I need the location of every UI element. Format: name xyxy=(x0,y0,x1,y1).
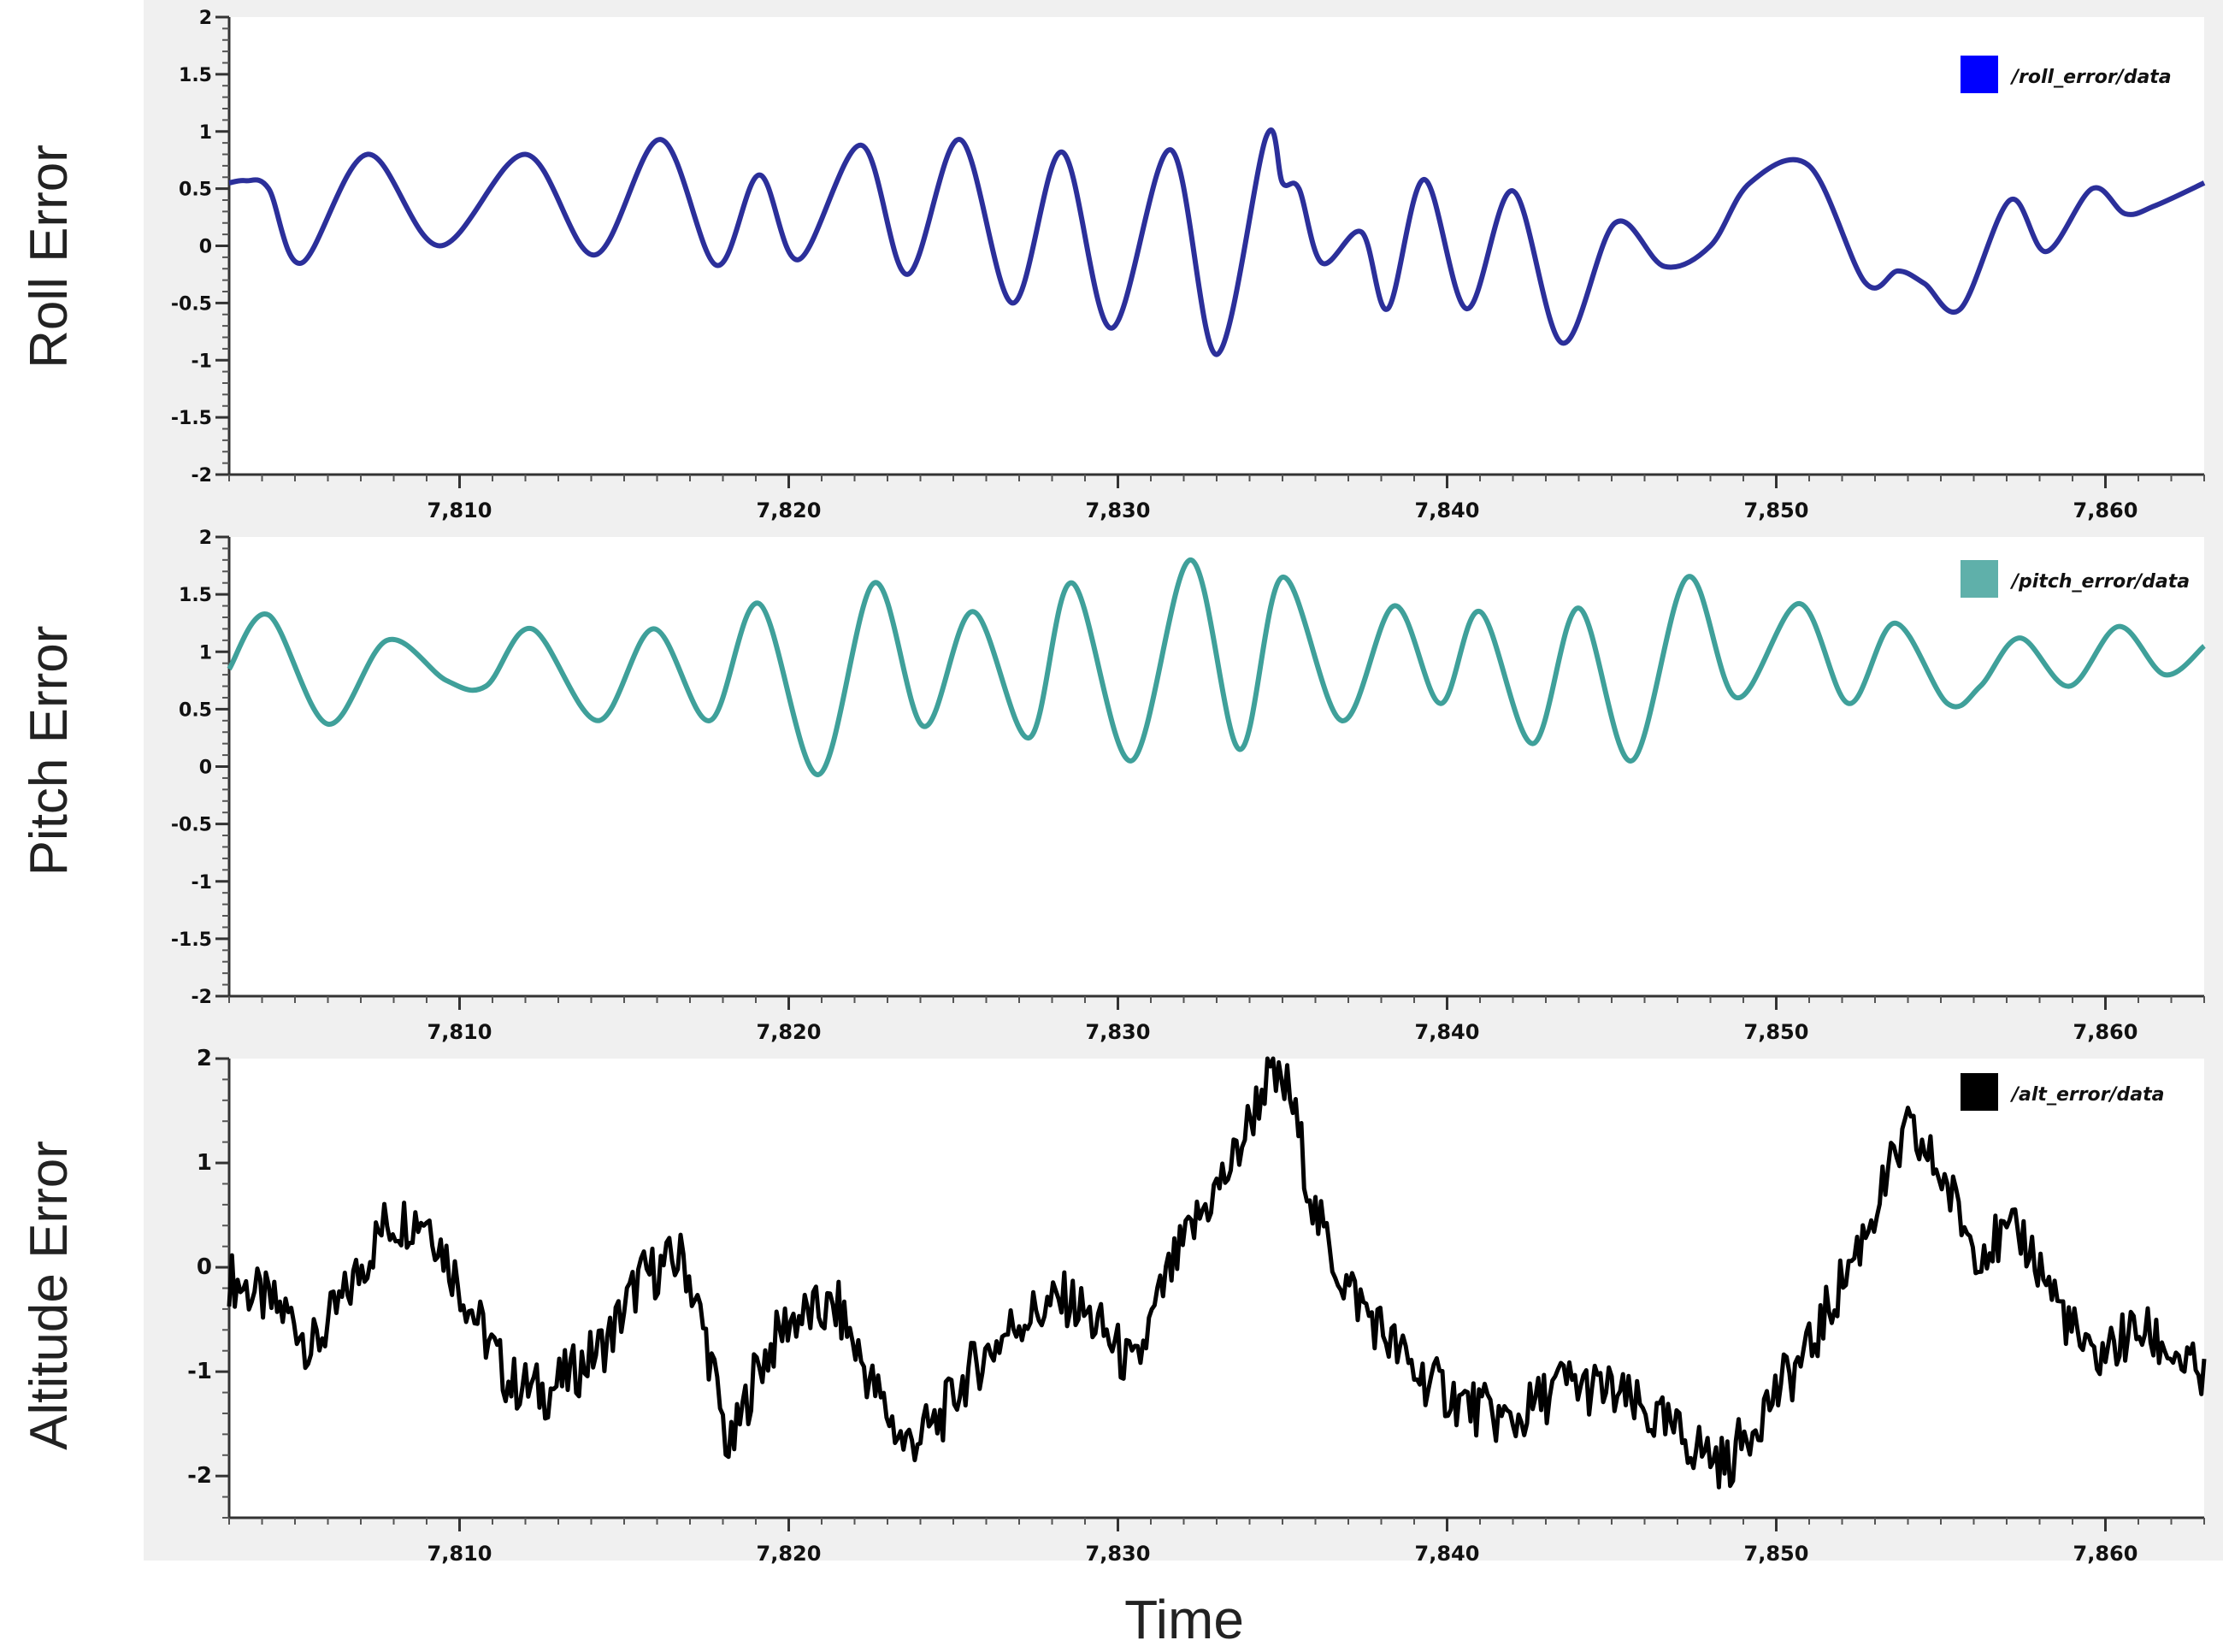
y-tick-label: 1.5 xyxy=(179,585,212,606)
x-tick-label: 7,840 xyxy=(1415,1542,1480,1566)
x-tick-label: 7,810 xyxy=(428,1020,492,1044)
y-tick-label: 2 xyxy=(197,1046,212,1071)
y-tick-label: -0.5 xyxy=(171,293,212,315)
y-tick-label: -0.5 xyxy=(171,815,212,836)
y-axis-label: Pitch Error xyxy=(20,626,79,876)
x-tick-label: 7,830 xyxy=(1086,499,1151,522)
x-tick-label: 7,840 xyxy=(1415,1020,1480,1044)
legend-label: /roll_error/data xyxy=(2009,67,2172,88)
y-axis-label: Altitude Error xyxy=(20,1141,79,1450)
y-tick-label: 0 xyxy=(199,237,212,258)
legend-swatch xyxy=(1961,560,1998,598)
x-tick-label: 7,830 xyxy=(1086,1542,1151,1566)
chart-panel-2: -2 -1.5 -1 -0.5 0 0.5 1 1.5 2 7,810 7,820 7,830 7,84… xyxy=(20,528,2206,1044)
y-tick-label: -1 xyxy=(192,872,212,894)
y-tick-label: 1.5 xyxy=(179,65,212,86)
y-tick-label: -2 xyxy=(192,987,212,1008)
y-tick-label: -1 xyxy=(187,1359,212,1384)
legend-label: /pitch_error/data xyxy=(2009,571,2190,593)
y-tick-label: 1 xyxy=(197,1150,212,1176)
y-tick-label: -2 xyxy=(192,465,212,487)
y-tick-label: 0.5 xyxy=(179,699,212,721)
x-tick-label: 7,840 xyxy=(1415,499,1480,522)
legend-label: /alt_error/data xyxy=(2009,1084,2165,1106)
chart-panel-3: -2 -1 0 1 2 7,810 7,820 7,830 7,840 7,850 7,860 Alt… xyxy=(20,1046,2207,1566)
x-tick-label: 7,820 xyxy=(757,1020,822,1044)
y-tick-label: -1.5 xyxy=(171,929,212,951)
x-tick-label: 7,850 xyxy=(1744,1542,1809,1566)
x-tick-label: 7,820 xyxy=(757,499,822,522)
series-line xyxy=(227,557,2206,777)
legend-swatch xyxy=(1961,56,1998,93)
y-tick-label: -1.5 xyxy=(171,408,212,429)
x-tick-label: 7,830 xyxy=(1086,1020,1151,1044)
legend-swatch xyxy=(1961,1073,1998,1111)
plot-area xyxy=(229,17,2204,475)
x-tick-label: 7,860 xyxy=(2073,1020,2138,1044)
x-tick-label: 7,810 xyxy=(428,1542,492,1566)
y-tick-label: 1 xyxy=(199,122,212,144)
y-tick-label: 0 xyxy=(197,1254,212,1280)
y-tick-label: -2 xyxy=(187,1463,212,1489)
chart-panel-1: -2 -1.5 -1 -0.5 0 0.5 1 1.5 2 7,810 7,820 7,830 7,84… xyxy=(20,8,2206,522)
y-tick-label: -1 xyxy=(192,351,212,372)
series-line xyxy=(227,1056,2207,1490)
y-tick-label: 1 xyxy=(199,642,212,664)
x-axis-label: Time xyxy=(1124,1589,1244,1650)
y-tick-label: 0.5 xyxy=(179,180,212,201)
charts-group: -2 -1.5 -1 -0.5 0 0.5 1 1.5 2 7,810 7,820 7,830 7,84… xyxy=(20,8,2207,1566)
y-tick-label: 2 xyxy=(199,528,212,549)
y-axis-label: Roll Error xyxy=(20,145,79,369)
series-line xyxy=(228,127,2206,357)
x-tick-label: 7,850 xyxy=(1744,1020,1809,1044)
y-tick-label: 2 xyxy=(199,8,212,29)
plot-area xyxy=(229,537,2204,996)
x-tick-label: 7,820 xyxy=(757,1542,822,1566)
y-tick-label: 0 xyxy=(199,758,212,779)
x-tick-label: 7,850 xyxy=(1744,499,1809,522)
x-tick-label: 7,860 xyxy=(2073,499,2138,522)
x-tick-label: 7,810 xyxy=(428,499,492,522)
x-tick-label: 7,860 xyxy=(2073,1542,2138,1566)
plot-area xyxy=(229,1059,2204,1518)
